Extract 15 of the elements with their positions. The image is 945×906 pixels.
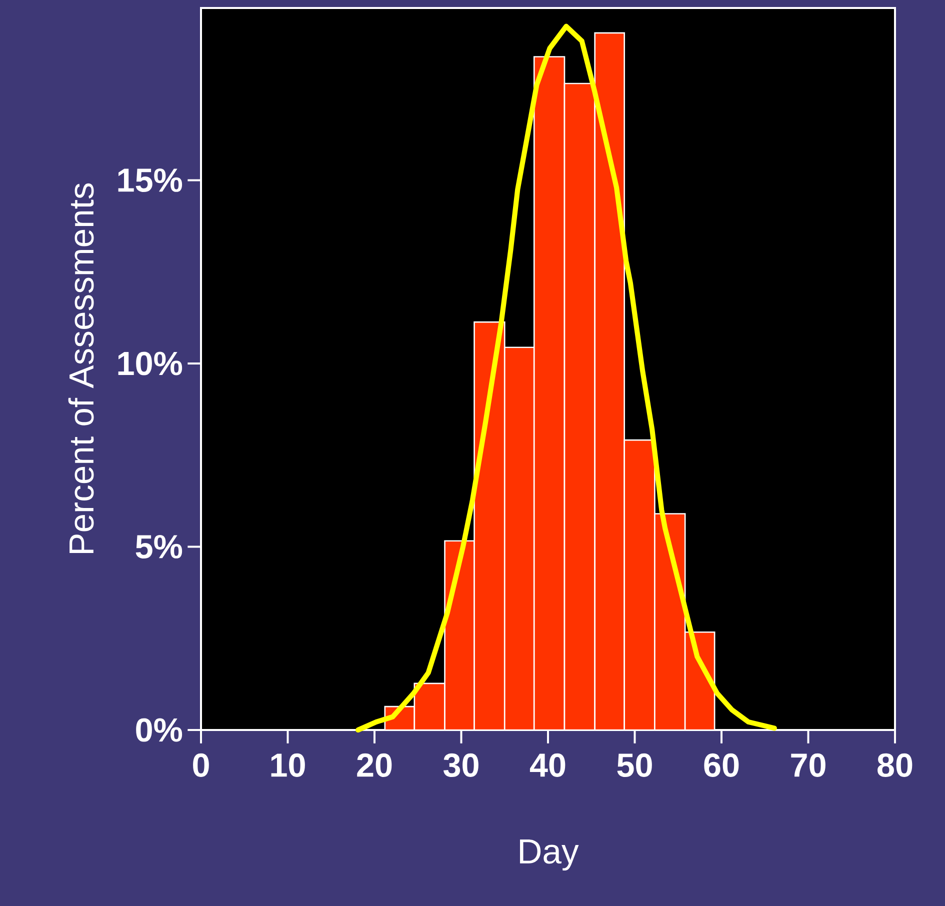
x-axis-title: Day <box>520 840 579 871</box>
x-tick-label: 10 <box>271 753 305 777</box>
y-tick-label: 5% <box>136 534 182 559</box>
y-tick-label: 15% <box>118 168 182 192</box>
x-tick-label: 30 <box>443 753 478 778</box>
x-tick-label: 40 <box>530 753 566 777</box>
y-axis-title: Percent of Assessments <box>68 183 94 554</box>
x-tick-label: 80 <box>878 753 912 777</box>
y-tick-label: 10% <box>118 352 182 376</box>
x-tick-label: 0 <box>193 753 209 777</box>
x-tick-label: 60 <box>704 753 739 777</box>
x-tick-label: 20 <box>357 753 392 777</box>
x-tick-label: 70 <box>791 753 826 777</box>
x-tick-label: 50 <box>617 753 652 777</box>
y-tick-label: 0% <box>136 718 182 742</box>
